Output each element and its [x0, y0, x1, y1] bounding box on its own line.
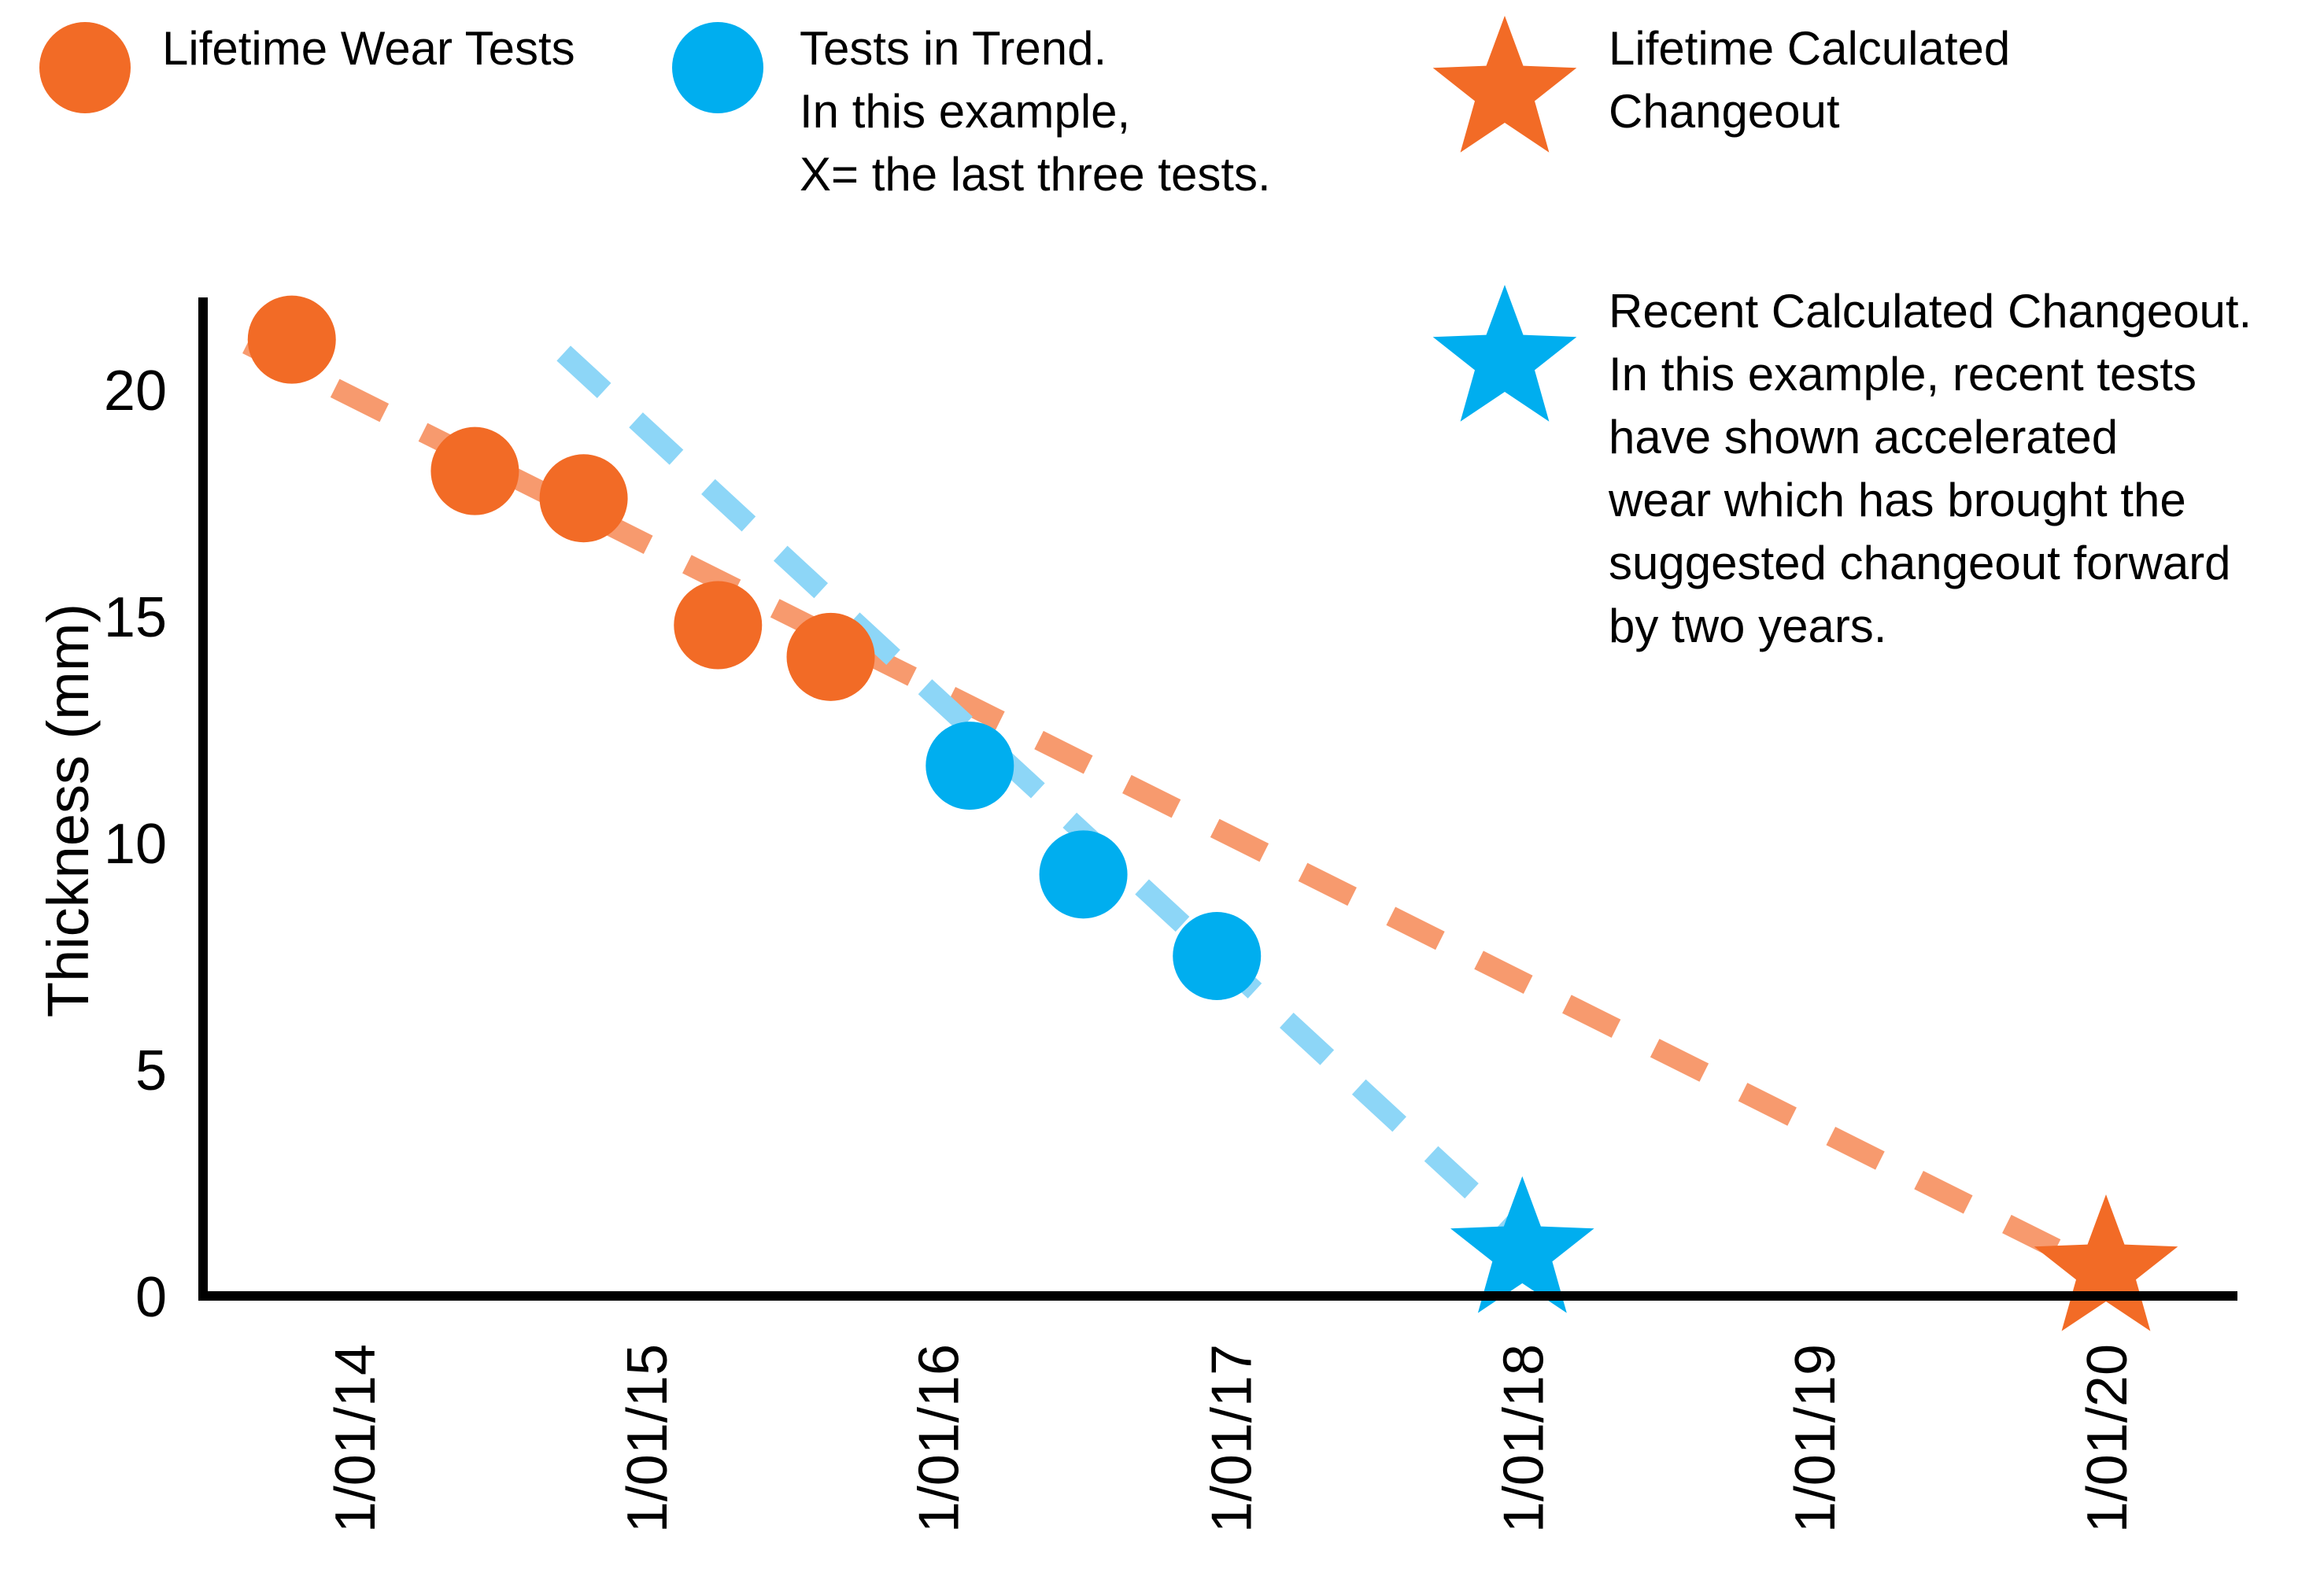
- x-tick-label-2: 1/01/15: [616, 1344, 679, 1533]
- legend-marker-4: [1432, 285, 1577, 422]
- axes: [198, 297, 2237, 1301]
- series-2-point-2: [1039, 830, 1128, 919]
- legend-label-recent-changeout: Recent Calculated Changeout. In this exa…: [1609, 285, 2252, 652]
- series-1-point-1: [247, 295, 336, 384]
- series-3-star-1: [2034, 1194, 2178, 1331]
- tick-labels: 0 5 10 15 20 1/01/14 1/01/15 1/01/16 1/01/17 1/01…: [104, 360, 2139, 1533]
- legend-label-lifetime-changeout: Lifetime Calculated Changeout: [1609, 22, 2011, 138]
- series-4-star-1: [1450, 1176, 1594, 1313]
- y-tick-label-0: 0: [135, 1266, 167, 1329]
- series-2-point-3: [1173, 912, 1262, 1000]
- x-tick-label-6: 1/01/19: [1784, 1344, 1847, 1533]
- y-tick-label-20: 20: [104, 360, 167, 423]
- legend-marker-1: [39, 22, 131, 113]
- series-1-point-2: [430, 426, 519, 515]
- legend-label-tests-in-trend: Tests in Trend. In this example, X= the …: [800, 22, 1271, 201]
- series-1-point-5: [786, 612, 875, 701]
- y-tick-label-10: 10: [104, 813, 167, 876]
- series-2-point-1: [926, 722, 1014, 810]
- trend-line-2: [556, 345, 1524, 1240]
- y-tick-label-5: 5: [135, 1039, 167, 1102]
- x-tick-label-4: 1/01/17: [1201, 1344, 1264, 1533]
- x-tick-label-5: 1/01/18: [1492, 1344, 1555, 1533]
- x-tick-label-7: 1/01/20: [2076, 1344, 2139, 1533]
- series-1-point-3: [539, 454, 628, 543]
- legend-marker-2: [672, 22, 763, 113]
- data-points: [247, 295, 2178, 1331]
- x-tick-label-3: 1/01/16: [908, 1344, 971, 1533]
- legend-markers: [39, 16, 1577, 422]
- y-tick-label-15: 15: [104, 586, 167, 649]
- y-axis-title: Thickness (mm): [35, 604, 101, 1017]
- series-1-point-4: [674, 581, 763, 670]
- x-tick-label-1: 1/01/14: [324, 1344, 387, 1533]
- legend-marker-3: [1432, 16, 1577, 153]
- legend-label-lifetime-tests: Lifetime Wear Tests: [162, 22, 575, 75]
